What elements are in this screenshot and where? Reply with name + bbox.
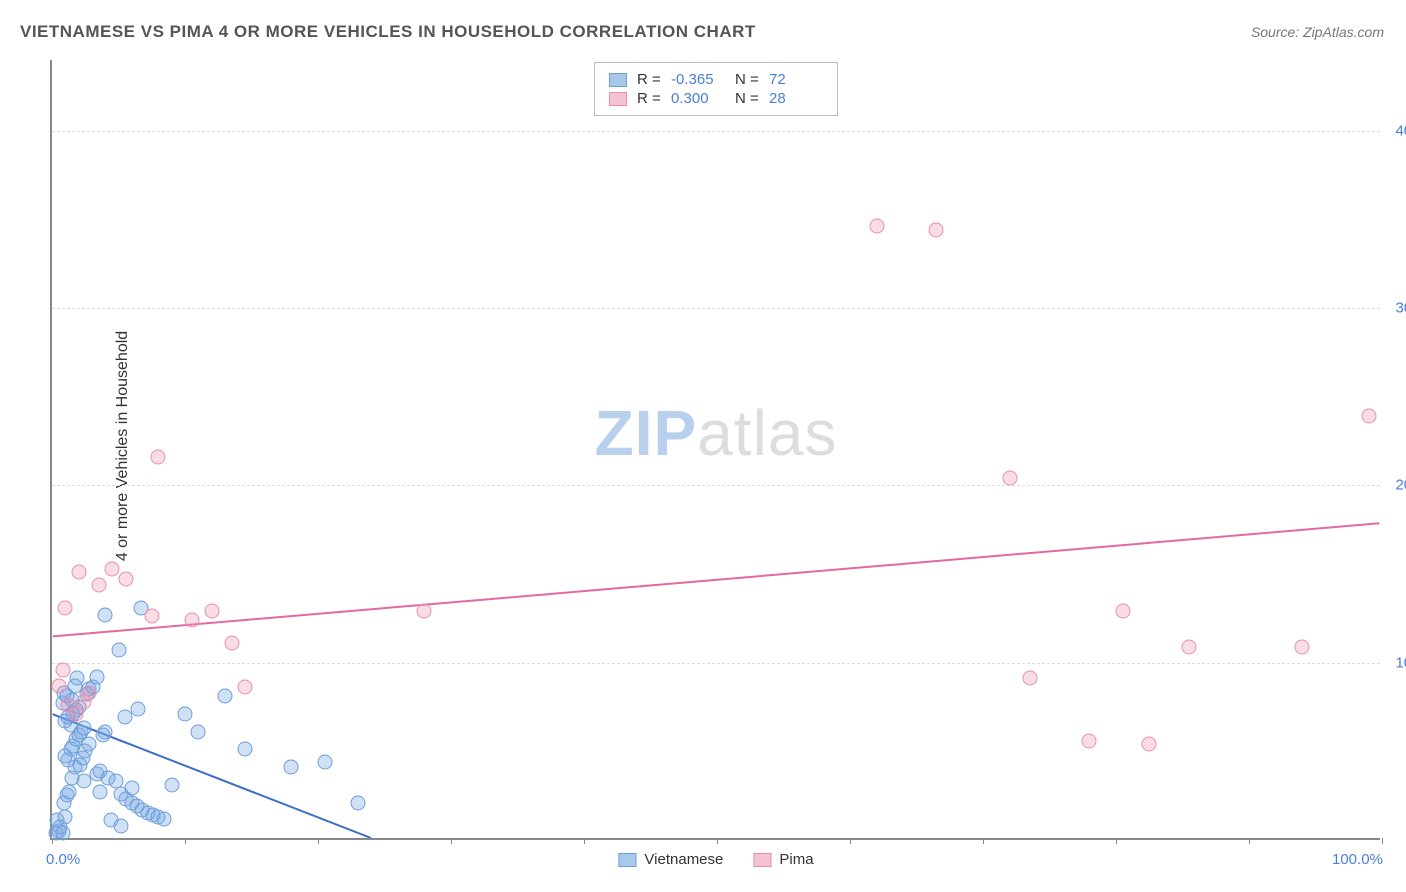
- watermark: ZIPatlas: [595, 396, 838, 470]
- chart-title: VIETNAMESE VS PIMA 4 OR MORE VEHICLES IN…: [20, 22, 756, 42]
- data-point: [1022, 671, 1037, 686]
- data-point: [284, 760, 299, 775]
- x-tick-mark: [584, 838, 585, 844]
- data-point: [151, 449, 166, 464]
- data-point: [184, 612, 199, 627]
- x-tick-mark: [717, 838, 718, 844]
- data-point: [62, 784, 77, 799]
- bottom-legend: Vietnamese Pima: [618, 851, 813, 868]
- data-point: [51, 678, 66, 693]
- x-tick-mark: [318, 838, 319, 844]
- y-tick-label: 10.0%: [1395, 654, 1406, 671]
- stat-N-label: N =: [735, 90, 759, 107]
- data-point: [869, 219, 884, 234]
- stat-N-value-series2: 28: [769, 90, 823, 107]
- data-point: [118, 710, 133, 725]
- swatch-series1: [618, 853, 636, 867]
- data-point: [111, 643, 126, 658]
- swatch-series2: [609, 92, 627, 106]
- stat-N-value-series1: 72: [769, 71, 823, 88]
- data-point: [417, 604, 432, 619]
- data-point: [55, 825, 70, 840]
- data-point: [91, 577, 106, 592]
- data-point: [317, 754, 332, 769]
- data-point: [1002, 471, 1017, 486]
- stat-R-label: R =: [637, 71, 661, 88]
- y-tick-label: 40.0%: [1395, 122, 1406, 139]
- data-point: [104, 561, 119, 576]
- data-point: [70, 671, 85, 686]
- data-point: [191, 724, 206, 739]
- data-point: [82, 737, 97, 752]
- data-point: [98, 607, 113, 622]
- data-point: [204, 604, 219, 619]
- data-point: [124, 781, 139, 796]
- stat-R-value-series1: -0.365: [671, 71, 725, 88]
- legend-item-series1: Vietnamese: [618, 851, 723, 868]
- y-tick-label: 30.0%: [1395, 300, 1406, 317]
- data-point: [178, 706, 193, 721]
- legend-label-series1: Vietnamese: [644, 851, 723, 868]
- data-point: [71, 565, 86, 580]
- data-point: [224, 636, 239, 651]
- data-point: [1182, 639, 1197, 654]
- x-tick-mark: [1382, 838, 1383, 844]
- gridline-h: [52, 485, 1380, 486]
- data-point: [164, 777, 179, 792]
- data-point: [131, 701, 146, 716]
- x-tick-mark: [451, 838, 452, 844]
- x-tick-mark: [1249, 838, 1250, 844]
- watermark-part2: atlas: [697, 397, 837, 469]
- x-tick-label: 0.0%: [46, 851, 80, 868]
- data-point: [929, 222, 944, 237]
- source-label: Source: ZipAtlas.com: [1251, 24, 1384, 40]
- data-point: [58, 809, 73, 824]
- trend-line: [53, 523, 1380, 636]
- plot-area: ZIPatlas R = -0.365 N = 72 R = 0.300 N =…: [50, 60, 1380, 840]
- data-point: [55, 662, 70, 677]
- data-point: [217, 689, 232, 704]
- gridline-h: [52, 308, 1380, 309]
- gridline-h: [52, 663, 1380, 664]
- data-point: [82, 685, 97, 700]
- stat-R-label: R =: [637, 90, 661, 107]
- data-point: [114, 818, 129, 833]
- legend-item-series2: Pima: [753, 851, 813, 868]
- data-point: [119, 572, 134, 587]
- data-point: [1082, 733, 1097, 748]
- x-tick-mark: [983, 838, 984, 844]
- data-point: [237, 742, 252, 757]
- data-point: [1295, 639, 1310, 654]
- data-point: [1361, 409, 1376, 424]
- data-point: [144, 609, 159, 624]
- data-point: [90, 669, 105, 684]
- x-tick-mark: [850, 838, 851, 844]
- data-point: [1142, 737, 1157, 752]
- y-tick-label: 20.0%: [1395, 477, 1406, 494]
- data-point: [1115, 604, 1130, 619]
- data-point: [237, 680, 252, 695]
- data-point: [350, 795, 365, 810]
- stats-row-series1: R = -0.365 N = 72: [609, 71, 823, 88]
- swatch-series1: [609, 73, 627, 87]
- data-point: [156, 811, 171, 826]
- x-tick-label: 100.0%: [1332, 851, 1383, 868]
- stat-N-label: N =: [735, 71, 759, 88]
- data-point: [58, 600, 73, 615]
- x-tick-mark: [185, 838, 186, 844]
- stats-row-series2: R = 0.300 N = 28: [609, 90, 823, 107]
- x-tick-mark: [1116, 838, 1117, 844]
- data-point: [76, 721, 91, 736]
- stat-R-value-series2: 0.300: [671, 90, 725, 107]
- swatch-series2: [753, 853, 771, 867]
- data-point: [92, 784, 107, 799]
- trend-lines: [52, 60, 1380, 838]
- legend-label-series2: Pima: [779, 851, 813, 868]
- gridline-h: [52, 131, 1380, 132]
- watermark-part1: ZIP: [595, 397, 698, 469]
- stats-legend-box: R = -0.365 N = 72 R = 0.300 N = 28: [594, 62, 838, 116]
- data-point: [98, 724, 113, 739]
